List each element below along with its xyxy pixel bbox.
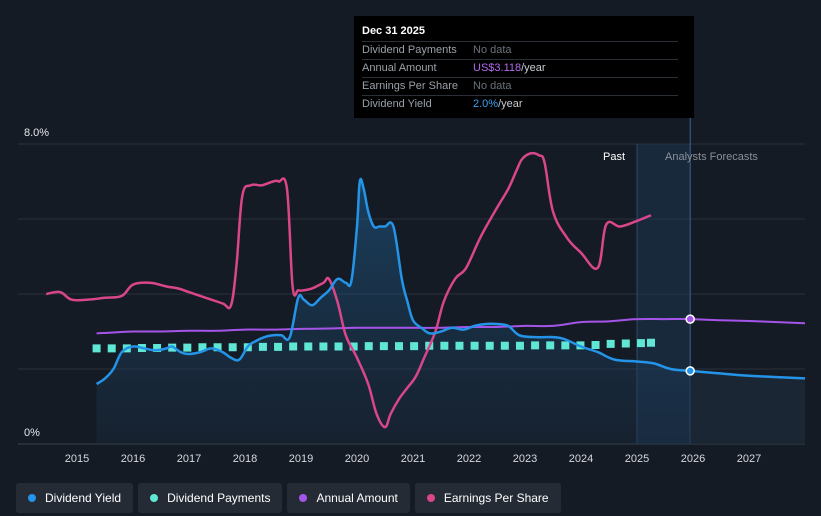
x-tick-label: 2015 (65, 453, 89, 465)
series (45, 151, 806, 429)
dividend-payment-mark (274, 342, 283, 351)
x-tick-label: 2022 (457, 453, 481, 465)
dividend-yield-area-fill (96, 179, 691, 445)
dividend-payment-mark (349, 342, 358, 351)
dividend-payment-mark (531, 341, 540, 350)
dividend-payment-mark (183, 343, 192, 352)
y-axis-top-label: 8.0% (24, 127, 49, 139)
tooltip-date: Dec 31 2025 (362, 25, 425, 37)
legend-label: Annual Amount (316, 491, 398, 505)
dividend-payment-mark (636, 339, 645, 348)
earnings-per-share-line (45, 151, 652, 429)
dividend-payment-mark (440, 341, 449, 350)
tooltip-label: Annual Amount (362, 62, 437, 74)
legend-item-dividend-yield[interactable]: Dividend Yield (16, 483, 134, 513)
tooltip: Dec 31 2025 Dividend Payments No data An… (354, 16, 694, 118)
x-tick-label: 2027 (737, 453, 761, 465)
x-tick-label: 2024 (569, 453, 593, 465)
tooltip-label: Earnings Per Share (362, 80, 458, 92)
tooltip-row-dividend-payments: Dividend Payments No data (362, 41, 678, 59)
annual-amount-marker (685, 314, 695, 324)
x-tick-label: 2016 (121, 453, 145, 465)
legend-dot-icon (426, 494, 435, 502)
dividend-payment-mark (319, 342, 328, 351)
dividend-payment-mark (470, 341, 479, 350)
dividend-payment-mark (153, 344, 162, 352)
tooltip-value: 2.0% (473, 98, 499, 110)
chart-labels: 8.0% 0% Past Analysts Forecasts (24, 127, 758, 439)
x-tick-label: 2025 (625, 453, 649, 465)
hover-markers (685, 314, 695, 376)
tooltip-label: Dividend Payments (362, 44, 457, 56)
dividend-payment-mark (500, 341, 509, 350)
dividend-yield-forecast-fill (690, 370, 805, 444)
annual-amount-line (96, 317, 806, 335)
tooltip-label: Dividend Yield (362, 98, 432, 110)
dividend-yield-marker (685, 366, 695, 376)
tooltip-row-annual-amount: Annual Amount US$3.118/year (362, 59, 678, 77)
x-tick-label: 2021 (401, 453, 425, 465)
dividend-payment-mark (213, 343, 222, 352)
legend-dot-icon (150, 494, 159, 502)
legend-item-dividend-payments[interactable]: Dividend Payments (138, 483, 283, 513)
dividend-payment-mark (561, 341, 570, 350)
dividend-yield-line (95, 177, 806, 386)
dividend-payment-mark (515, 341, 524, 350)
x-tick-label: 2026 (681, 453, 705, 465)
dividend-payment-mark (364, 342, 373, 351)
dividend-payment-mark (485, 341, 494, 350)
tooltip-unit: /year (498, 98, 523, 110)
dividend-payment-mark (591, 341, 600, 349)
dividend-payment-mark (258, 342, 267, 351)
tooltip-row-earnings-per-share: Earnings Per Share No data (362, 77, 678, 95)
dividend-payment-mark (410, 342, 419, 351)
tooltip-value: No data (473, 80, 512, 92)
dividend-payment-mark (228, 343, 237, 352)
past-region-label: Past (603, 151, 625, 163)
dividend-payment-mark (546, 341, 555, 350)
tooltip-value: US$3.118 (473, 62, 522, 74)
legend-label: Earnings Per Share (443, 491, 549, 505)
y-axis-bottom-label: 0% (24, 427, 40, 439)
legend-dot-icon (299, 494, 308, 502)
dividend-payment-mark (334, 342, 343, 351)
tooltip-row-dividend-yield: Dividend Yield 2.0%/year (362, 95, 678, 113)
x-tick-label: 2017 (177, 453, 201, 465)
legend-item-annual-amount[interactable]: Annual Amount (287, 483, 410, 513)
x-tick-label: 2023 (513, 453, 537, 465)
x-tick-label: 2018 (233, 453, 257, 465)
dividend-payment-mark (304, 342, 313, 351)
dividend-payment-mark (198, 343, 207, 352)
dividend-payment-mark (107, 344, 116, 353)
dividend-payment-mark (621, 339, 630, 348)
dividend-payment-mark (379, 342, 388, 351)
x-tick-label: 2020 (345, 453, 369, 465)
dividend-payment-mark (395, 342, 403, 351)
tooltip-value: No data (473, 44, 512, 56)
dividend-payment-mark (606, 339, 615, 348)
legend-label: Dividend Payments (167, 491, 271, 505)
tooltip-unit: /year (521, 62, 546, 74)
legend-dot-icon (28, 494, 36, 502)
legend-label: Dividend Yield (45, 491, 122, 505)
dividend-payment-mark (92, 344, 101, 353)
legend-item-earnings-per-share[interactable]: Earnings Per Share (414, 483, 561, 513)
dividend-payment-mark (289, 342, 298, 351)
x-axis: 2015 2016 2017 2018 2019 2020 2021 2022 2023 2024… (65, 453, 761, 465)
dividend-yield-area (96, 179, 805, 445)
x-tick-label: 2019 (289, 453, 313, 465)
forecast-region-label: Analysts Forecasts (665, 151, 758, 163)
dividend-payment-mark (455, 341, 464, 350)
dividend-payment-mark (647, 338, 655, 347)
legend: Dividend Yield Dividend Payments Annual … (16, 483, 561, 515)
